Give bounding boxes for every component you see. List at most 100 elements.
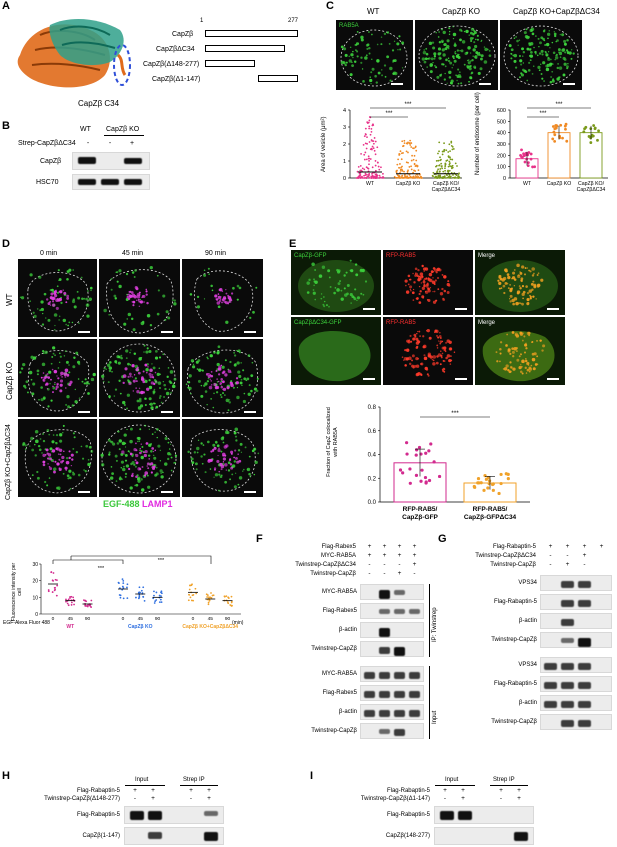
- fluorescent-spot: [339, 280, 341, 282]
- fluorescent-spot: [40, 376, 43, 379]
- fluorescent-spot: [417, 330, 419, 333]
- band: [364, 672, 375, 679]
- fluorescent-spot: [454, 52, 457, 55]
- fluorescent-spot: [371, 33, 373, 36]
- fluorescent-spot: [172, 382, 175, 385]
- fluorescent-spot: [140, 478, 143, 481]
- y-tick-label: 1: [343, 159, 346, 165]
- fluorescent-spot: [527, 364, 530, 366]
- data-point: [378, 174, 381, 177]
- data-point: [207, 601, 210, 604]
- fluorescent-spot: [49, 378, 52, 381]
- band: [101, 179, 119, 185]
- fluorescent-spot: [234, 435, 238, 438]
- fluorescent-spot: [362, 80, 365, 83]
- fluorescent-spot: [215, 370, 218, 372]
- data-point: [368, 163, 370, 166]
- fluorescent-spot: [65, 372, 68, 374]
- fluorescent-spot: [213, 383, 217, 387]
- data-point: [363, 158, 366, 161]
- fluorescent-spot: [213, 392, 215, 395]
- fluorescent-spot: [132, 379, 136, 383]
- fluorescent-spot: [148, 397, 152, 401]
- data-point: [368, 127, 371, 130]
- band: [124, 158, 142, 164]
- fluorescent-spot: [212, 448, 215, 451]
- fluorescent-spot: [139, 298, 141, 301]
- fluorescent-spot: [136, 366, 139, 369]
- fluorescent-spot: [227, 409, 230, 412]
- fluorescent-spot: [496, 360, 499, 363]
- data-point: [374, 169, 377, 172]
- data-point: [379, 176, 382, 179]
- fluorescent-spot: [477, 71, 481, 75]
- data-point: [420, 468, 424, 472]
- row-label: Twinstrep-CapZβΔC34: [295, 562, 356, 568]
- fluorescent-spot: [206, 404, 208, 406]
- fluorescent-spot: [415, 357, 419, 361]
- fluorescent-spot: [87, 458, 90, 461]
- fluorescent-spot: [217, 489, 220, 492]
- y-tick-label: 200: [497, 153, 506, 159]
- fluorescent-spot: [73, 305, 77, 309]
- fluorescent-spot: [446, 46, 448, 49]
- fluorescent-spot: [210, 370, 213, 373]
- fluorescent-spot: [527, 301, 530, 304]
- fluorescent-spot: [521, 292, 525, 297]
- fluorescent-spot: [537, 65, 541, 69]
- fluorescent-spot: [441, 352, 444, 355]
- fluorescent-spot: [42, 352, 45, 355]
- blot-label: MYC-RAB5A: [321, 671, 357, 677]
- row-label: Flag-Rabaptin-5: [76, 788, 120, 794]
- fluorescent-spot: [200, 394, 204, 398]
- fluorescent-spot: [445, 342, 447, 344]
- data-point: [402, 152, 404, 154]
- fluorescent-spot: [192, 363, 195, 366]
- fluorescent-spot: [215, 391, 219, 394]
- fluorescent-spot: [429, 70, 433, 74]
- fluorescent-spot: [512, 355, 515, 358]
- fluorescent-spot: [222, 388, 224, 391]
- fluorescent-spot: [58, 458, 61, 461]
- fluorescent-spot: [478, 52, 480, 54]
- input-header: Input: [445, 777, 459, 783]
- e-label: RFP-RAB5: [386, 320, 416, 326]
- fluorescent-spot: [207, 267, 210, 270]
- fluorescent-spot: [137, 476, 141, 480]
- band: [409, 672, 420, 679]
- c-col-label: CapZβ KO+CapZβΔC34: [513, 7, 600, 16]
- y-tick-label: 500: [497, 119, 506, 125]
- fluorescent-spot: [459, 38, 462, 42]
- sig-label: ***: [539, 111, 547, 117]
- fluorescent-spot: [409, 334, 412, 338]
- fluorescent-spot: [207, 374, 211, 378]
- fluorescent-spot: [232, 286, 235, 290]
- fluorescent-spot: [58, 361, 61, 364]
- data-point: [368, 125, 371, 128]
- fluorescent-spot: [435, 66, 438, 69]
- data-point: [152, 597, 155, 600]
- data-point: [410, 165, 412, 168]
- data-point: [409, 176, 412, 179]
- fluorescent-spot: [519, 287, 522, 290]
- fluorescent-spot: [427, 352, 431, 356]
- data-point: [414, 170, 417, 172]
- data-point: [440, 162, 443, 165]
- fluorescent-spot: [545, 53, 549, 57]
- fluorescent-spot: [238, 476, 243, 480]
- data-point: [491, 488, 495, 492]
- sig-label: ***: [158, 558, 165, 564]
- fluorescent-spot: [73, 356, 76, 359]
- fluorescent-spot: [59, 355, 62, 358]
- fluorescent-spot: [470, 39, 473, 43]
- fluorescent-spot: [441, 287, 444, 291]
- blot-strip: [360, 685, 424, 701]
- data-point: [141, 592, 144, 594]
- fluorescent-spot: [469, 65, 472, 68]
- fluorescent-spot: [64, 466, 68, 470]
- fluorescent-spot: [426, 373, 429, 376]
- fluorescent-spot: [249, 475, 251, 478]
- fluorescent-spot: [39, 438, 42, 440]
- fluorescent-spot: [419, 290, 422, 293]
- fluorescent-spot: [167, 457, 170, 461]
